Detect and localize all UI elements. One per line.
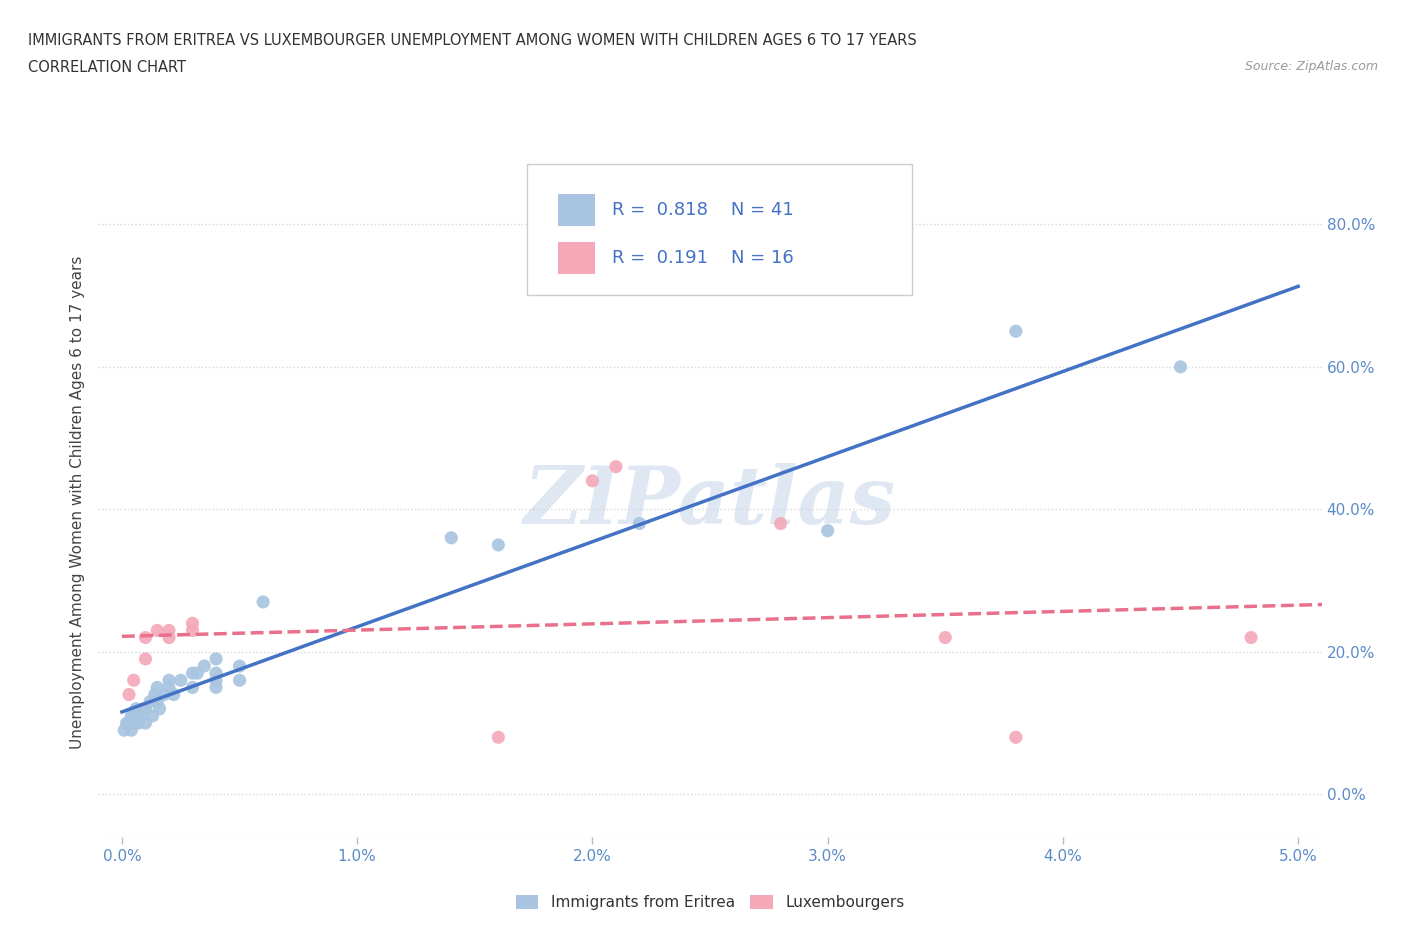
- Text: R =  0.191    N = 16: R = 0.191 N = 16: [612, 249, 794, 267]
- Point: [486, 538, 509, 552]
- Point: [153, 687, 176, 702]
- Point: [141, 709, 163, 724]
- Text: Source: ZipAtlas.com: Source: ZipAtlas.com: [1244, 60, 1378, 73]
- Point: [127, 715, 149, 730]
- Point: [118, 687, 141, 702]
- Point: [134, 715, 156, 730]
- Point: [122, 715, 145, 730]
- Point: [205, 666, 228, 681]
- Text: CORRELATION CHART: CORRELATION CHART: [28, 60, 186, 75]
- Y-axis label: Unemployment Among Women with Children Ages 6 to 17 years: Unemployment Among Women with Children A…: [70, 256, 86, 749]
- Point: [129, 709, 152, 724]
- Point: [170, 672, 193, 687]
- Point: [1004, 730, 1026, 745]
- Point: [605, 459, 627, 474]
- Point: [440, 530, 463, 545]
- FancyBboxPatch shape: [558, 193, 595, 226]
- FancyBboxPatch shape: [558, 242, 595, 273]
- Text: R =  0.818    N = 41: R = 0.818 N = 41: [612, 201, 794, 219]
- Point: [628, 516, 651, 531]
- Point: [817, 524, 839, 538]
- Point: [1170, 359, 1192, 374]
- Point: [205, 652, 228, 667]
- Point: [146, 694, 169, 709]
- Point: [157, 672, 180, 687]
- Point: [125, 701, 148, 716]
- Point: [181, 616, 204, 631]
- Text: IMMIGRANTS FROM ERITREA VS LUXEMBOURGER UNEMPLOYMENT AMONG WOMEN WITH CHILDREN A: IMMIGRANTS FROM ERITREA VS LUXEMBOURGER …: [28, 33, 917, 47]
- Point: [134, 701, 156, 716]
- Point: [934, 631, 956, 645]
- Point: [134, 631, 156, 645]
- Point: [157, 680, 180, 695]
- Point: [120, 723, 142, 737]
- Point: [143, 687, 166, 702]
- Point: [115, 715, 138, 730]
- Point: [581, 473, 603, 488]
- Point: [122, 709, 145, 724]
- Point: [1004, 324, 1026, 339]
- Legend: Immigrants from Eritrea, Luxembourgers: Immigrants from Eritrea, Luxembourgers: [509, 889, 911, 916]
- Point: [228, 672, 250, 687]
- Point: [163, 687, 186, 702]
- Point: [181, 680, 204, 695]
- Point: [146, 623, 169, 638]
- Point: [486, 730, 509, 745]
- Point: [181, 623, 204, 638]
- Point: [149, 701, 172, 716]
- Point: [122, 672, 145, 687]
- Point: [132, 701, 155, 716]
- Point: [139, 694, 162, 709]
- Point: [134, 652, 156, 667]
- Point: [186, 666, 208, 681]
- Text: ZIPatlas: ZIPatlas: [524, 463, 896, 541]
- Point: [120, 709, 142, 724]
- FancyBboxPatch shape: [526, 164, 912, 295]
- Point: [146, 680, 169, 695]
- Point: [157, 623, 180, 638]
- Point: [193, 658, 215, 673]
- Point: [205, 672, 228, 687]
- Point: [1240, 631, 1263, 645]
- Point: [118, 715, 141, 730]
- Point: [205, 680, 228, 695]
- Point: [769, 516, 792, 531]
- Point: [181, 666, 204, 681]
- Point: [228, 658, 250, 673]
- Point: [252, 594, 274, 609]
- Point: [157, 631, 180, 645]
- Point: [112, 723, 135, 737]
